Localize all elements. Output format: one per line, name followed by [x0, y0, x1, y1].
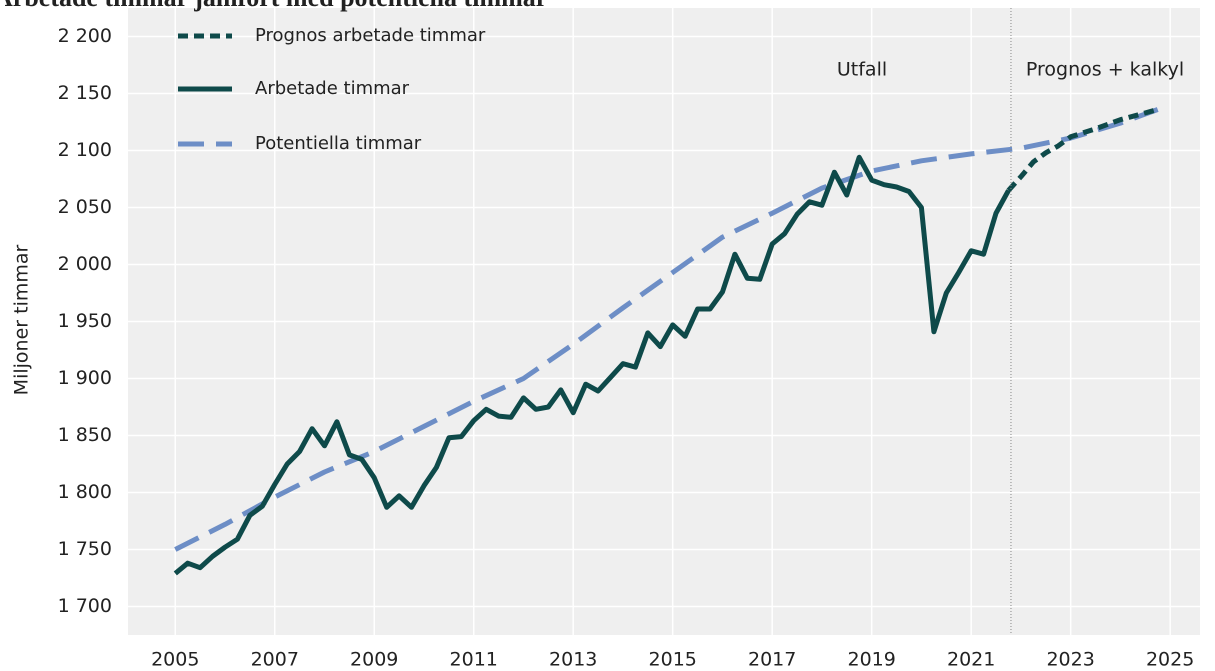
x-tick-label: 2019: [848, 649, 896, 671]
legend-item: Potentiella timmar: [178, 133, 422, 154]
legend-item: Arbetade timmar: [178, 78, 410, 99]
grid: [128, 8, 1200, 635]
y-tick-label: 1 950: [58, 310, 112, 332]
x-tick-label: 2025: [1146, 649, 1194, 671]
series-line: [1006, 107, 1159, 193]
legend-item: Prognos arbetade timmar: [178, 25, 486, 46]
x-tick-label: 2005: [151, 649, 199, 671]
series-line: [174, 107, 1159, 552]
legend-label: Prognos arbetade timmar: [255, 25, 486, 46]
x-tick-label: 2017: [748, 649, 796, 671]
x-tick-label: 2021: [947, 649, 995, 671]
y-tick-label: 1 900: [58, 367, 112, 389]
y-tick-label: 1 700: [58, 595, 112, 617]
x-tick-label: 2013: [549, 649, 597, 671]
annotation: Prognos + kalkyl: [1026, 59, 1184, 81]
y-axis-label: Miljoner timmar: [11, 244, 33, 395]
x-tick-label: 2011: [450, 649, 498, 671]
x-tick-label: 2007: [251, 649, 299, 671]
y-tick-label: 2 100: [58, 139, 112, 161]
x-tick-label: 2015: [649, 649, 697, 671]
y-tick-label: 2 000: [58, 253, 112, 275]
y-tick-label: 2 050: [58, 196, 112, 218]
y-tick-label: 2 150: [58, 82, 112, 104]
legend-label: Potentiella timmar: [255, 133, 422, 154]
chart-title: Arbetade timmar jämfört med potentiella …: [0, 0, 547, 12]
legend-label: Arbetade timmar: [255, 78, 410, 99]
y-tick-label: 1 750: [58, 538, 112, 560]
x-tick-label: 2009: [350, 649, 398, 671]
y-tick-label: 2 200: [58, 25, 112, 47]
series-line: [173, 154, 1011, 576]
lines: [173, 107, 1159, 576]
x-tick-label: 2023: [1046, 649, 1094, 671]
annotation: Utfall: [837, 59, 887, 81]
y-tick-label: 1 850: [58, 424, 112, 446]
y-tick-label: 1 800: [58, 481, 112, 503]
